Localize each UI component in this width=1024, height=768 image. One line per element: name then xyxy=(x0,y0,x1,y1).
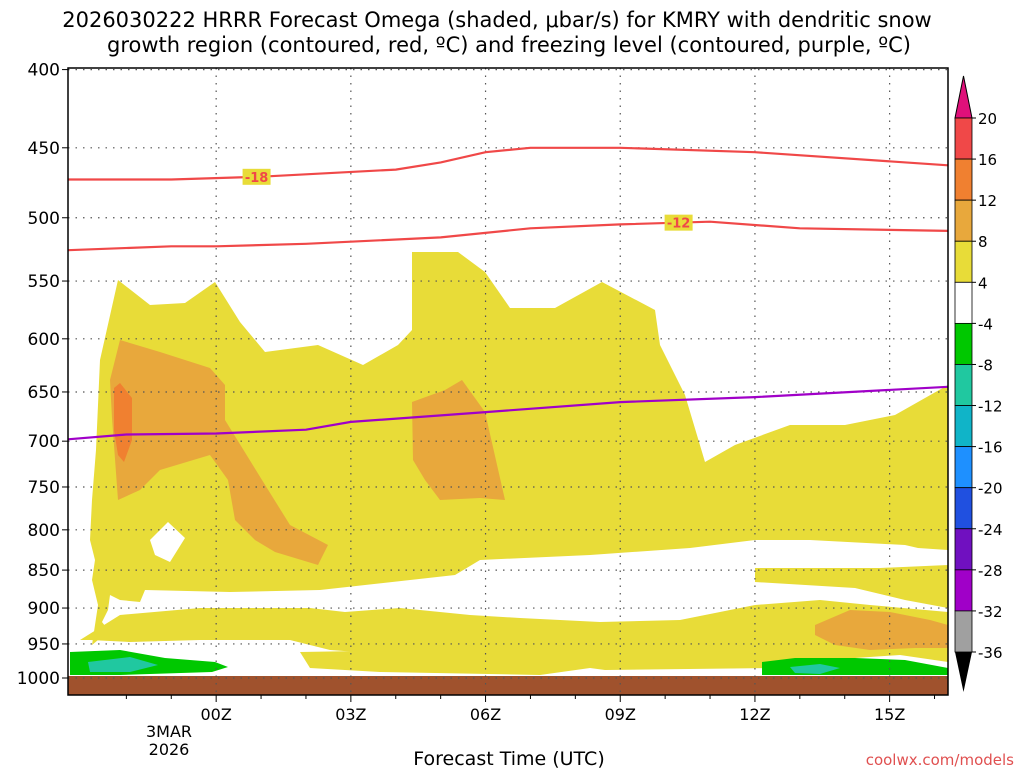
colorbar-label: -4 xyxy=(978,315,993,333)
x-tick-label: 09Z xyxy=(605,705,636,724)
colorbar-swatch xyxy=(954,322,973,365)
date-label-line1: 3MAR xyxy=(146,722,192,741)
y-tick-label: 650 xyxy=(28,383,60,403)
colorbar-label: -24 xyxy=(978,521,1003,539)
x-tick-label: 12Z xyxy=(739,705,770,724)
omega-moderate-upward-mid xyxy=(412,380,505,500)
colorbar-label: -36 xyxy=(978,644,1003,662)
colorbar-swatch xyxy=(954,240,973,283)
omega-strong-upward-left xyxy=(114,383,132,462)
y-tick-label: 800 xyxy=(28,521,60,541)
omega-white-hole xyxy=(150,522,185,562)
colorbar-label: -8 xyxy=(978,356,993,374)
contour-label-dgz-bottom: -12 xyxy=(667,217,691,232)
omega-downward-left-core xyxy=(88,657,158,672)
colorbar-swatch xyxy=(954,487,973,530)
colorbar-top-arrow xyxy=(954,75,973,119)
colorbar-label: 4 xyxy=(978,274,988,292)
contour-lines: -18 -12 xyxy=(67,146,949,441)
omega-downward-right-core xyxy=(790,664,840,674)
chart-title-line1: 2026030222 HRRR Forecast Omega (shaded, … xyxy=(62,8,932,32)
date-label-line2: 2026 xyxy=(149,740,190,759)
y-tick-label: 1000 xyxy=(17,669,60,689)
x-tick-label: 00Z xyxy=(200,705,231,724)
colorbar-label: -12 xyxy=(978,398,1003,416)
colorbar-swatch xyxy=(954,446,973,489)
y-axis-ticks: 2503003504004505005506006507007508008509… xyxy=(17,61,68,689)
contour-freezing-level xyxy=(67,385,949,441)
colorbar-swatch xyxy=(954,117,973,160)
y-tick-label: 500 xyxy=(28,209,60,229)
x-axis-ticks: 00Z 03Z 06Z 09Z 12Z 15Z xyxy=(125,695,936,724)
ground-surface xyxy=(68,676,948,695)
y-tick-label: 900 xyxy=(28,599,60,619)
contour-dgz-top xyxy=(68,146,949,181)
colorbar-swatch xyxy=(954,405,973,448)
contour-label-dgz-top: -18 xyxy=(245,171,269,186)
colorbar-swatch xyxy=(954,610,973,653)
colorbar-label: 8 xyxy=(978,233,988,251)
colorbar-swatch xyxy=(954,158,973,201)
y-tick-label: 750 xyxy=(28,478,60,498)
colorbar-label: -20 xyxy=(978,480,1003,498)
y-tick-label: 950 xyxy=(28,635,60,655)
colorbar-swatch xyxy=(954,199,973,242)
omega-light-upward-lower-band xyxy=(80,600,948,665)
contour-label-bg xyxy=(664,214,693,231)
colorbar-bottom-arrow xyxy=(955,652,972,692)
colorbar: 20 16 12 8 4 -4 -8 -12 -16 -20 -24 -28 -32 -36 xyxy=(954,75,1003,692)
plot-area: -18 -12 xyxy=(67,67,949,696)
colorbar-label: -32 xyxy=(978,603,1003,621)
y-tick-label: 550 xyxy=(28,272,60,292)
colorbar-label: -16 xyxy=(978,439,1003,457)
colorbar-swatch xyxy=(954,528,973,571)
chart-title-line2: growth region (contoured, red, ºC) and f… xyxy=(107,33,911,57)
omega-light-upward-main xyxy=(90,252,948,675)
y-tick-label: 600 xyxy=(28,330,60,350)
omega-moderate-upward-left xyxy=(110,340,328,565)
x-tick-label: 06Z xyxy=(470,705,501,724)
omega-shading xyxy=(68,252,948,695)
omega-moderate-upward-lower-right xyxy=(815,610,948,650)
x-tick-label: 03Z xyxy=(335,705,366,724)
colorbar-label: 20 xyxy=(978,110,997,128)
y-tick-label: 700 xyxy=(28,432,60,452)
colorbar-swatch xyxy=(954,281,973,324)
y-tick-label: 400 xyxy=(28,61,60,81)
contour-dgz-bottom xyxy=(67,220,949,252)
colorbar-swatch xyxy=(954,569,973,612)
y-tick-label: 850 xyxy=(28,561,60,581)
contour-label-bg xyxy=(242,168,271,185)
x-tick-label: 15Z xyxy=(874,705,905,724)
y-tick-label: 450 xyxy=(28,139,60,159)
x-axis-label: Forecast Time (UTC) xyxy=(413,748,604,768)
colorbar-label: -28 xyxy=(978,562,1003,580)
colorbar-label: 16 xyxy=(978,151,997,169)
plot-frame xyxy=(67,67,949,696)
colorbar-label: 12 xyxy=(978,192,997,210)
credit-text: coolwx.com/models xyxy=(866,751,1014,768)
colorbar-swatch xyxy=(954,364,973,406)
